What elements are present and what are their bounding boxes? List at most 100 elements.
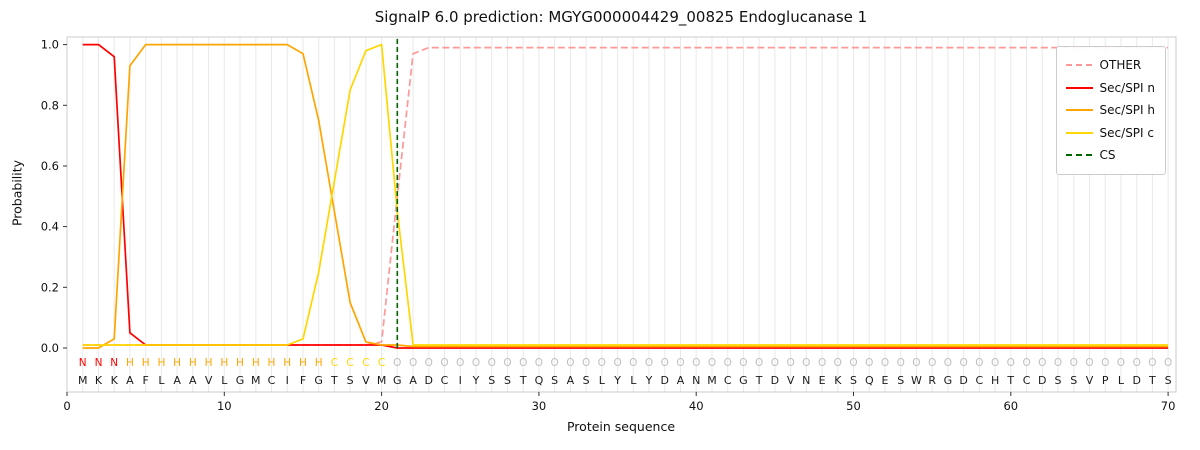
residue-letter: A: [567, 374, 575, 387]
x-tick-label: 30: [532, 399, 547, 413]
residue-letter: A: [409, 374, 417, 387]
region-label-letter: O: [1133, 357, 1141, 369]
region-label-letter: O: [1038, 357, 1046, 369]
residue-letter: D: [1132, 374, 1140, 387]
residue-letter: L: [158, 374, 165, 387]
region-label-letter: O: [535, 357, 543, 369]
residue-letter: H: [991, 374, 999, 387]
region-label-letter: H: [283, 357, 291, 369]
legend-item-sec-spi-c: Sec/SPI c: [1065, 122, 1155, 145]
region-label-letter: C: [331, 357, 338, 369]
region-label-letter: O: [456, 357, 464, 369]
region-label-letter: O: [503, 357, 511, 369]
residue-letter: V: [1086, 374, 1094, 387]
region-label-letter: C: [378, 357, 385, 369]
region-label-letter: O: [692, 357, 700, 369]
residue-letter: N: [802, 374, 810, 387]
residue-letter: G: [393, 374, 402, 387]
residue-letter: Q: [535, 374, 544, 387]
residue-letter: C: [724, 374, 732, 387]
region-label-letter: C: [346, 357, 353, 369]
y-tick-label: 1.0: [41, 38, 59, 52]
region-label-letter: H: [299, 357, 307, 369]
series-line-sec-spi-c: [82, 43, 1169, 346]
region-label-letter: O: [834, 357, 842, 369]
residue-letter: Y: [613, 374, 621, 387]
region-label-letter: O: [928, 357, 936, 369]
region-label-letter: H: [220, 357, 228, 369]
region-label-letter: O: [865, 357, 873, 369]
residue-letter: S: [551, 374, 558, 387]
residue-letter: C: [976, 374, 984, 387]
y-tick-label: 0.4: [41, 220, 59, 234]
region-label-letter: O: [409, 357, 417, 369]
legend-item-label: Sec/SPI c: [1099, 125, 1154, 140]
residue-letter: I: [459, 374, 462, 387]
residue-letter: T: [330, 374, 338, 387]
residue-letter: A: [677, 374, 685, 387]
residue-letter: V: [205, 374, 213, 387]
legend-line-sample-sec-spi-n: [1065, 86, 1093, 89]
region-label-letter: H: [268, 357, 276, 369]
legend-line-sample-sec-spi-h: [1065, 109, 1093, 112]
region-label-letter: O: [708, 357, 716, 369]
residue-letter: W: [911, 374, 922, 387]
x-tick-label: 50: [846, 399, 861, 413]
y-tick-label: 0.2: [41, 280, 59, 294]
legend-item-label: OTHER: [1099, 58, 1142, 73]
residue-letter: L: [599, 374, 606, 387]
legend-item-cs: CS: [1065, 144, 1155, 167]
residue-letter: T: [519, 374, 527, 387]
residue-letter: K: [95, 374, 103, 387]
legend-line-sample-other: [1065, 64, 1093, 67]
region-label-letter: O: [613, 357, 621, 369]
region-label-letter: O: [1164, 357, 1172, 369]
residue-letter: E: [819, 374, 826, 387]
residue-letter: S: [1165, 374, 1172, 387]
residue-letter: S: [850, 374, 857, 387]
legend-item-other: OTHER: [1065, 54, 1155, 77]
x-tick-label: 60: [1003, 399, 1018, 413]
residue-letter: G: [314, 374, 323, 387]
region-label-letter: O: [897, 357, 905, 369]
region-label-letter: O: [724, 357, 732, 369]
region-label-letter: O: [1117, 357, 1125, 369]
legend-item-label: Sec/SPI h: [1099, 103, 1155, 118]
region-label-letter: O: [550, 357, 558, 369]
residue-letter: L: [221, 374, 228, 387]
region-label-letter: H: [236, 357, 244, 369]
residue-letter: V: [787, 374, 795, 387]
residue-letter: A: [173, 374, 181, 387]
region-label-letter: H: [126, 357, 134, 369]
residue-letter: S: [347, 374, 354, 387]
series-line-sec-spi-h: [82, 43, 1169, 349]
region-label-letter: O: [802, 357, 810, 369]
residue-letter: Q: [865, 374, 874, 387]
residue-letter: M: [377, 374, 387, 387]
residue-letter: M: [707, 374, 717, 387]
region-label-letter: O: [1085, 357, 1093, 369]
region-label-letter: H: [252, 357, 260, 369]
region-label-letter: N: [95, 357, 103, 369]
region-label-letter: O: [818, 357, 826, 369]
residue-letter: R: [928, 374, 936, 387]
residue-letter: M: [78, 374, 88, 387]
residue-letter: N: [692, 374, 700, 387]
residue-letter: S: [897, 374, 904, 387]
region-label-letter: O: [755, 357, 763, 369]
y-tick-label: 0.6: [41, 159, 59, 173]
residue-letter: I: [286, 374, 289, 387]
residue-letter: C: [268, 374, 276, 387]
region-label-letter: O: [661, 357, 669, 369]
x-tick-label: 70: [1161, 399, 1176, 413]
residue-letter: Y: [472, 374, 480, 387]
residue-letter: L: [630, 374, 637, 387]
region-label-letter: O: [393, 357, 401, 369]
region-label-letter: O: [1148, 357, 1156, 369]
region-label-letter: O: [991, 357, 999, 369]
region-label-letter: O: [598, 357, 606, 369]
region-label-letter: O: [425, 357, 433, 369]
x-axis-label: Protein sequence: [566, 419, 676, 434]
x-tick-label: 40: [689, 399, 704, 413]
